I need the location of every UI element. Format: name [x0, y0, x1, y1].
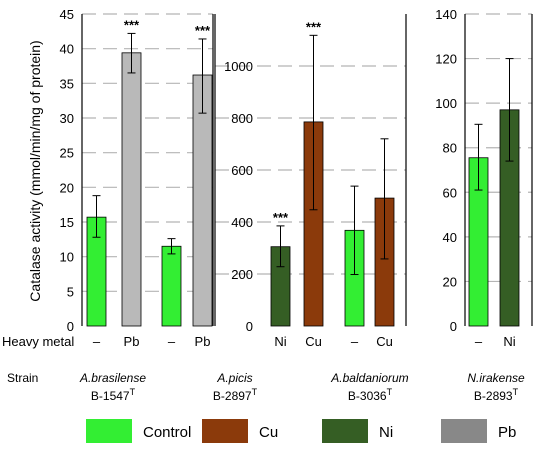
y-tick-label: 40	[443, 230, 457, 245]
y-tick-label: 35	[60, 76, 74, 91]
y-tick-label: 1000	[224, 59, 253, 74]
y-tick-label: 25	[60, 146, 74, 161]
legend-label-ni: Ni	[379, 424, 393, 441]
legend-label-cu: Cu	[259, 424, 278, 441]
legend-label-control: Control	[143, 424, 191, 441]
heavy-metal-label: Pb	[124, 334, 140, 349]
y-tick-label: 0	[246, 319, 253, 334]
y-tick-label: 80	[443, 141, 457, 156]
heavy-metal-label: Ni	[274, 334, 286, 349]
y-tick-label: 0	[450, 319, 457, 334]
bar-pb	[121, 52, 142, 327]
strain-name-4: N.irakense	[467, 371, 525, 385]
heavy-metal-label: –	[351, 334, 359, 349]
strain-code-1: B-1547T	[91, 387, 136, 403]
y-tick-label: 15	[60, 215, 74, 230]
y-axis-label: Catalase activity (mmol/min/mg of protei…	[27, 40, 43, 301]
bar-control	[161, 245, 182, 327]
heavy-metal-label: Pb	[195, 334, 211, 349]
y-tick-label: 120	[435, 52, 457, 67]
significance-marker: ***	[306, 19, 322, 34]
legend-swatch-pb	[441, 419, 487, 443]
heavy-metal-row-label: Heavy metal	[2, 334, 74, 349]
heavy-metal-label: –	[168, 334, 176, 349]
heavy-metal-label: Cu	[376, 334, 393, 349]
y-tick-label: 100	[435, 96, 457, 111]
heavy-metal-label: –	[93, 334, 101, 349]
significance-marker: ***	[195, 23, 211, 38]
strain-code-3: B-3036T	[348, 387, 393, 403]
legend-swatch-ni	[322, 419, 368, 443]
y-tick-label: 5	[67, 284, 74, 299]
y-tick-label: 10	[60, 250, 74, 265]
heavy-metal-label: Ni	[503, 334, 515, 349]
y-tick-label: 800	[231, 111, 253, 126]
strain-name-3: A.baldaniorum	[330, 371, 408, 385]
y-tick-label: 20	[60, 180, 74, 195]
y-tick-label: 40	[60, 42, 74, 57]
y-tick-label: 20	[443, 274, 457, 289]
strain-code-4: B-2893T	[474, 387, 519, 403]
y-tick-label: 45	[60, 7, 74, 22]
legend-label-pb: Pb	[498, 424, 516, 441]
strain-name-1: A.brasilense	[79, 371, 146, 385]
significance-marker: ***	[273, 210, 289, 225]
strain-name-2: A.picis	[216, 371, 252, 385]
heavy-metal-label: Cu	[305, 334, 322, 349]
y-tick-label: 200	[231, 267, 253, 282]
y-tick-label: 600	[231, 163, 253, 178]
y-tick-label: 60	[443, 185, 457, 200]
y-tick-label: 0	[67, 319, 74, 334]
legend-swatch-cu	[202, 419, 248, 443]
heavy-metal-label: –	[475, 334, 483, 349]
significance-marker: ***	[124, 17, 140, 32]
strain-code-2: B-2897T	[213, 387, 258, 403]
y-tick-label: 140	[435, 7, 457, 22]
y-tick-label: 400	[231, 215, 253, 230]
y-tick-label: 30	[60, 111, 74, 126]
strain-row-label: Strain	[7, 371, 38, 385]
legend-swatch-control	[86, 419, 132, 443]
